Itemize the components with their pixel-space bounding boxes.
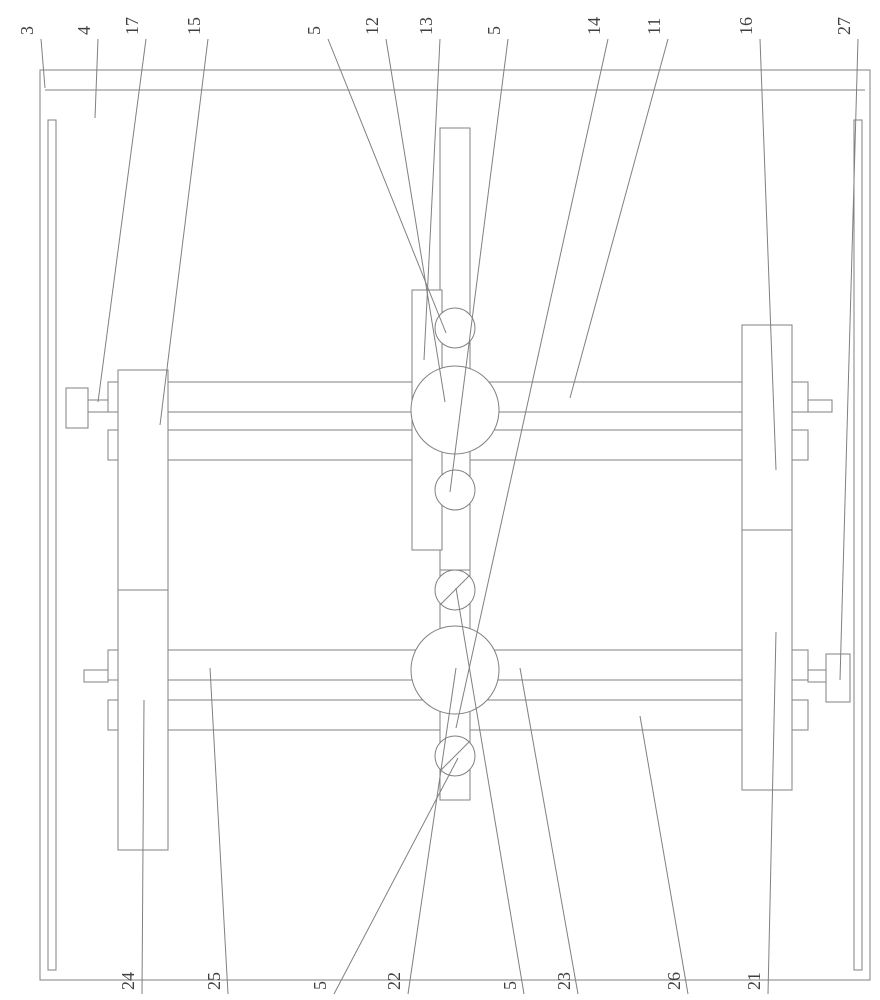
callout-label: 16 bbox=[736, 17, 756, 35]
callout-label: 23 bbox=[554, 972, 574, 990]
callout-label: 5 bbox=[484, 26, 504, 35]
callout-label: 5 bbox=[500, 981, 520, 990]
callout-label: 15 bbox=[184, 17, 204, 35]
callout-label: 26 bbox=[664, 972, 684, 990]
callout-label: 21 bbox=[744, 972, 764, 990]
callout-label: 17 bbox=[122, 17, 142, 35]
callout-label: 25 bbox=[204, 972, 224, 990]
callout-label: 27 bbox=[834, 17, 854, 35]
callout-label: 5 bbox=[310, 981, 330, 990]
callout-label: 4 bbox=[74, 26, 94, 35]
callout-label: 3 bbox=[17, 26, 37, 35]
callout-label: 11 bbox=[644, 18, 664, 35]
callout-label: 24 bbox=[118, 972, 138, 990]
callout-label: 13 bbox=[416, 17, 436, 35]
callout-label: 5 bbox=[304, 26, 324, 35]
callout-label: 14 bbox=[584, 17, 604, 35]
mechanical-diagram: 3 4 17 15 5 12 13 5 14 11 16 27 24 25 5 22 5 23 26 21 bbox=[0, 0, 880, 1000]
callout-label: 12 bbox=[362, 17, 382, 35]
callout-label: 22 bbox=[384, 972, 404, 990]
